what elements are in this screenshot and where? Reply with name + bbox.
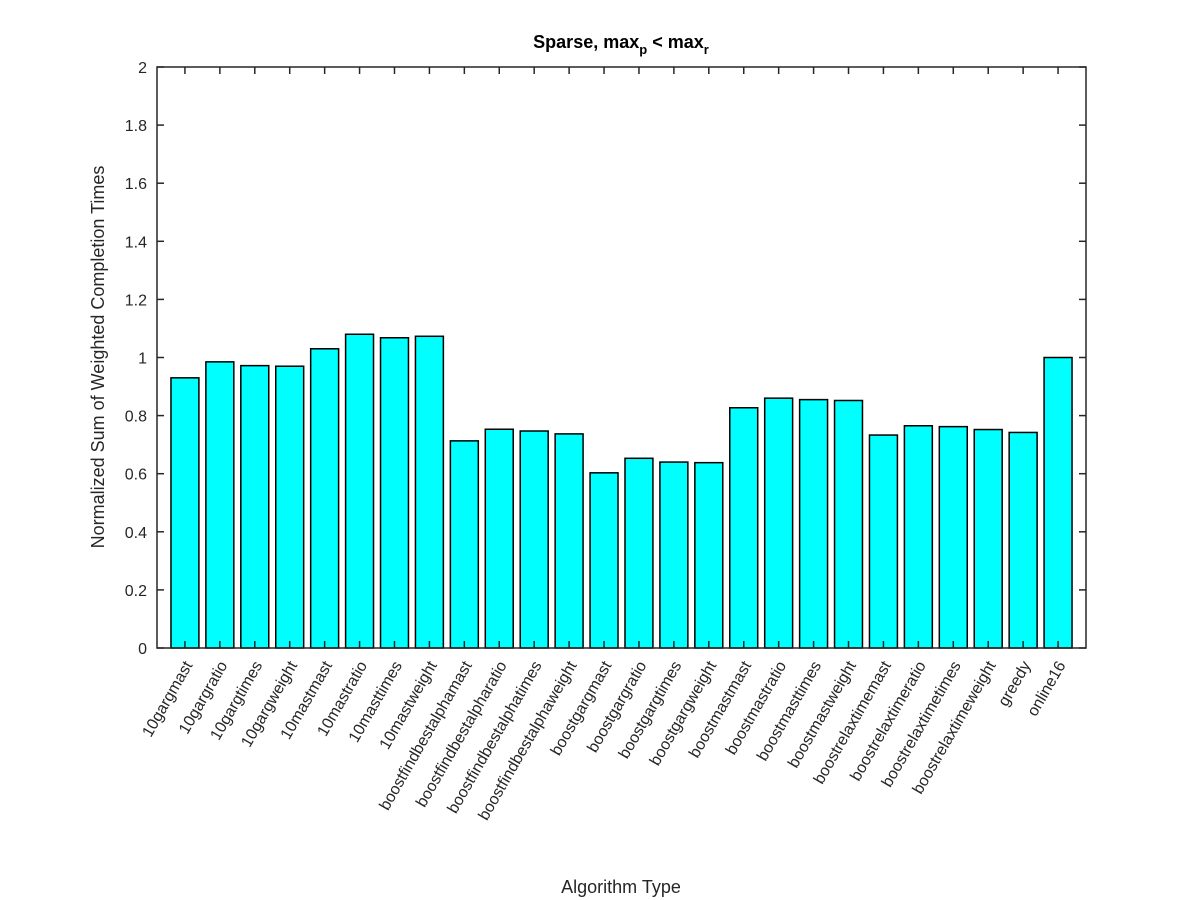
y-tick-label: 1.4: [125, 234, 147, 251]
bar-boostrelaxtimeweight: [973, 428, 1003, 649]
y-tick-label: 0.4: [125, 525, 147, 542]
y-tick-label: 2: [138, 60, 147, 77]
bar-boostmastratio: [763, 397, 794, 649]
bar-boostmasttimes: [798, 398, 829, 649]
y-tick-label: 0.6: [125, 467, 147, 484]
bar-10mastweight: [414, 335, 445, 649]
bar-10masttimes: [379, 337, 410, 649]
y-tick-label: 1.6: [125, 176, 147, 193]
bar-boostfindbestalpharatio: [484, 428, 514, 649]
bar-boostrelaxtimemast: [868, 434, 899, 649]
y-tick-label: 0: [138, 641, 147, 658]
bar-boostgargratio: [624, 457, 654, 649]
bar-boostrelaxtimeratio: [903, 425, 934, 649]
y-tick-label: 1.2: [125, 292, 147, 309]
chart-title: Sparse, maxp < maxr: [533, 32, 709, 57]
bar-boostgargmast: [589, 472, 619, 649]
plot-frame: [156, 66, 1087, 649]
bar-10gargmast: [170, 377, 200, 649]
bar-boostmastmast: [729, 407, 759, 649]
x-axis-title: Algorithm Type: [561, 877, 681, 897]
bar-10gargtimes: [240, 364, 270, 649]
bar-10mastratio: [344, 333, 375, 649]
bar-online16: [1043, 356, 1073, 649]
bar-boostgargweight: [694, 461, 724, 649]
bar-boostmastweight: [833, 399, 864, 649]
y-tick-label: 0.8: [125, 409, 147, 426]
bar-10mastmast: [309, 348, 340, 649]
bar-10gargweight: [274, 365, 305, 649]
y-axis-title: Normalized Sum of Weighted Completion Ti…: [88, 166, 108, 549]
bar-boostgargtimes: [659, 461, 689, 649]
y-axis: 0 0.2 0.4 0.6 0.8 1 1.2 1.4 1.6 1.8 2: [125, 60, 1086, 658]
y-tick-label: 1: [138, 351, 147, 368]
bar-greedy: [1008, 431, 1038, 649]
bars-group: [170, 333, 1073, 649]
bar-10gargratio: [205, 361, 235, 649]
bar-boostfindbestalphatimes: [519, 430, 549, 649]
y-tick-label: 0.2: [125, 583, 147, 600]
bar-boostfindbestalphaweight: [554, 433, 584, 649]
bar-boostrelaxtimetimes: [938, 425, 969, 649]
bar-boostfindbestalphamast: [449, 440, 480, 649]
y-tick-label: 1.8: [125, 118, 147, 135]
